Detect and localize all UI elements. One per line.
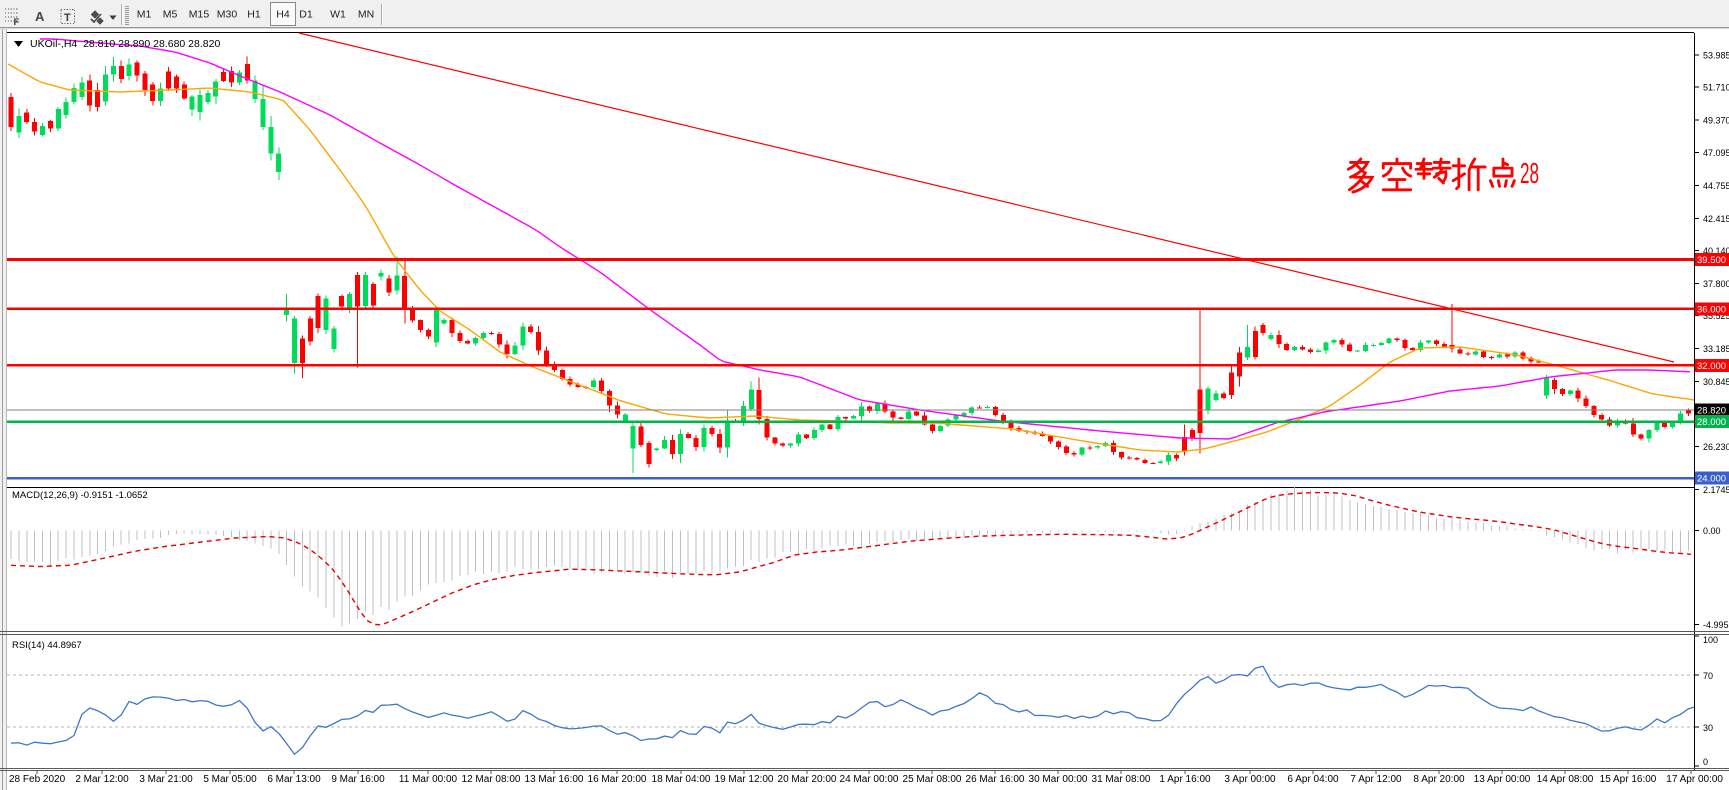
- svg-text:44.755: 44.755: [1703, 181, 1729, 191]
- svg-text:UKOil-,H4 28.810 28.890 28.68: UKOil-,H4 28.810 28.890 28.680 28.820: [30, 38, 220, 50]
- svg-text:3 Apr 00:00: 3 Apr 00:00: [1224, 774, 1276, 785]
- svg-text:37.800: 37.800: [1703, 279, 1729, 289]
- svg-text:16 Mar 20:00: 16 Mar 20:00: [588, 774, 647, 785]
- svg-text:H1: H1: [247, 9, 261, 21]
- svg-text:28.000: 28.000: [1697, 417, 1726, 428]
- svg-text:51.710: 51.710: [1703, 83, 1729, 93]
- svg-text:7 Apr 12:00: 7 Apr 12:00: [1350, 774, 1402, 785]
- svg-text:30: 30: [1703, 723, 1713, 733]
- svg-text:9 Mar 16:00: 9 Mar 16:00: [331, 774, 385, 785]
- svg-text:T: T: [64, 12, 71, 24]
- svg-text:F: F: [14, 17, 20, 28]
- svg-text:30 Mar 00:00: 30 Mar 00:00: [1029, 774, 1088, 785]
- svg-text:24 Mar 00:00: 24 Mar 00:00: [840, 774, 899, 785]
- svg-text:0.00: 0.00: [1703, 526, 1721, 536]
- svg-text:6 Apr 04:00: 6 Apr 04:00: [1287, 774, 1339, 785]
- svg-text:20 Mar 20:00: 20 Mar 20:00: [778, 774, 837, 785]
- svg-text:42.415: 42.415: [1703, 214, 1729, 224]
- svg-text:MN: MN: [358, 9, 374, 21]
- svg-text:11 Mar 00:00: 11 Mar 00:00: [399, 774, 458, 785]
- svg-text:15 Apr 16:00: 15 Apr 16:00: [1600, 774, 1657, 785]
- svg-text:W1: W1: [330, 9, 346, 21]
- svg-text:M15: M15: [189, 9, 210, 21]
- svg-text:D1: D1: [299, 9, 313, 21]
- svg-text:53.985: 53.985: [1703, 51, 1729, 61]
- svg-text:26.230: 26.230: [1703, 442, 1729, 452]
- svg-text:5 Mar 05:00: 5 Mar 05:00: [203, 774, 257, 785]
- svg-text:M30: M30: [217, 9, 238, 21]
- svg-text:25 Mar 08:00: 25 Mar 08:00: [903, 774, 962, 785]
- svg-text:13 Apr 00:00: 13 Apr 00:00: [1474, 774, 1531, 785]
- svg-text:8 Apr 20:00: 8 Apr 20:00: [1413, 774, 1465, 785]
- svg-text:18 Mar 04:00: 18 Mar 04:00: [652, 774, 711, 785]
- svg-text:M1: M1: [137, 9, 152, 21]
- svg-text:30.845: 30.845: [1703, 377, 1729, 387]
- svg-text:1 Apr 16:00: 1 Apr 16:00: [1159, 774, 1211, 785]
- svg-text:28: 28: [1520, 158, 1539, 190]
- svg-text:H4: H4: [276, 9, 290, 21]
- svg-text:19 Mar 12:00: 19 Mar 12:00: [715, 774, 774, 785]
- svg-text:A: A: [35, 9, 45, 24]
- svg-text:6 Mar 13:00: 6 Mar 13:00: [267, 774, 321, 785]
- svg-text:26 Mar 16:00: 26 Mar 16:00: [966, 774, 1025, 785]
- svg-text:17 Apr 00:00: 17 Apr 00:00: [1666, 774, 1723, 785]
- svg-text:0: 0: [1703, 757, 1708, 767]
- svg-text:35.525: 35.525: [1703, 311, 1729, 321]
- svg-text:13 Mar 16:00: 13 Mar 16:00: [525, 774, 584, 785]
- svg-text:M5: M5: [163, 9, 178, 21]
- svg-text:33.185: 33.185: [1703, 344, 1729, 354]
- svg-text:RSI(14) 44.8967: RSI(14) 44.8967: [12, 640, 82, 651]
- svg-text:MACD(12,26,9) -0.9151 -1.0652: MACD(12,26,9) -0.9151 -1.0652: [12, 490, 148, 501]
- svg-text:3 Mar 21:00: 3 Mar 21:00: [139, 774, 193, 785]
- svg-text:36.000: 36.000: [1697, 304, 1726, 315]
- svg-text:31 Mar 08:00: 31 Mar 08:00: [1092, 774, 1151, 785]
- svg-text:40.140: 40.140: [1703, 246, 1729, 256]
- svg-text:49.370: 49.370: [1703, 116, 1729, 126]
- svg-text:28 Feb 2020: 28 Feb 2020: [9, 774, 66, 785]
- svg-text:12 Mar 08:00: 12 Mar 08:00: [462, 774, 521, 785]
- svg-text:100: 100: [1703, 635, 1718, 645]
- svg-text:14 Apr 08:00: 14 Apr 08:00: [1537, 774, 1594, 785]
- svg-text:47.095: 47.095: [1703, 148, 1729, 158]
- svg-text:2 Mar 12:00: 2 Mar 12:00: [75, 774, 129, 785]
- svg-text:28.820: 28.820: [1697, 406, 1726, 417]
- svg-text:24.000: 24.000: [1697, 474, 1726, 485]
- svg-text:70: 70: [1703, 671, 1713, 681]
- svg-text:32.000: 32.000: [1697, 361, 1726, 372]
- svg-text:2.1745: 2.1745: [1703, 485, 1729, 495]
- svg-text:39.500: 39.500: [1697, 255, 1726, 266]
- svg-text:-4.9955: -4.9955: [1703, 620, 1729, 630]
